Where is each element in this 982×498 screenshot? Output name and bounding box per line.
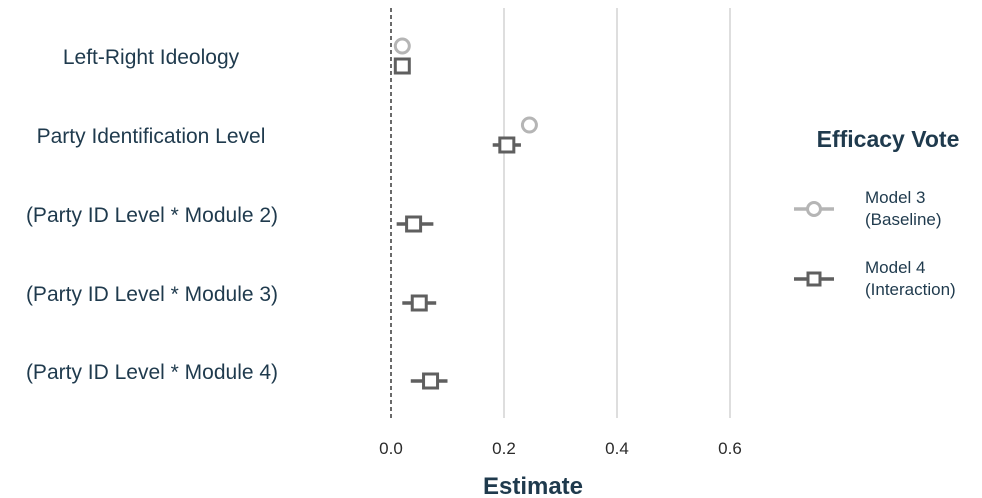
square-marker — [498, 136, 516, 154]
legend-circle-marker — [806, 201, 822, 217]
legend-item-model-4-interaction: Model 4 (Interaction) — [794, 258, 956, 299]
y-label-party-id-level-module-3: (Party ID Level * Module 3) — [26, 283, 278, 306]
model4-point-party-id-level-module-4 — [410, 372, 448, 390]
y-label-party-id-level-module-4: (Party ID Level * Module 4) — [26, 361, 278, 384]
square-marker — [405, 215, 423, 233]
y-label-party-id-level-module-2: (Party ID Level * Module 2) — [26, 204, 278, 227]
model4-point-party-id-level-module-3 — [402, 294, 437, 312]
grid-lines — [503, 8, 731, 418]
square-marker — [393, 57, 411, 75]
legend-text-line-0: Model 4 — [865, 258, 925, 277]
legend-item-model-3-baseline: Model 3 (Baseline) — [794, 188, 942, 229]
square-marker — [410, 294, 428, 312]
model3-point-left-right-ideology — [393, 37, 411, 55]
legend: Efficacy Vote Model 3 (Baseline) Model 4 (I… — [794, 126, 959, 299]
model3-point-party-identification-level — [520, 116, 538, 134]
legend-text-line-1: (Baseline) — [865, 210, 942, 229]
circle-marker — [393, 37, 411, 55]
model4-point-party-identification-level — [492, 136, 521, 154]
x-tick-label-0: 0.0 — [379, 439, 403, 458]
legend-text-line-0: Model 3 — [865, 188, 925, 207]
y-label-party-identification-level: Party Identification Level — [37, 125, 266, 148]
square-marker — [422, 372, 440, 390]
data-marks — [393, 37, 538, 390]
x-axis-title: Estimate — [483, 473, 583, 498]
x-tick-label-2: 0.4 — [605, 439, 629, 458]
y-label-left-right-ideology: Left-Right Ideology — [63, 46, 240, 69]
model4-point-left-right-ideology — [393, 57, 411, 75]
circle-marker — [520, 116, 538, 134]
x-axis-ticks: 0.0 0.2 0.4 0.6 — [379, 439, 742, 458]
model4-point-party-id-level-module-2 — [396, 215, 434, 233]
legend-title: Efficacy Vote — [817, 126, 960, 152]
y-axis-labels: Left-Right Ideology Party Identification … — [26, 46, 278, 384]
x-tick-label-1: 0.2 — [492, 439, 516, 458]
legend-text-line-1: (Interaction) — [865, 280, 956, 299]
x-tick-label-3: 0.6 — [718, 439, 742, 458]
legend-square-marker — [806, 271, 822, 287]
